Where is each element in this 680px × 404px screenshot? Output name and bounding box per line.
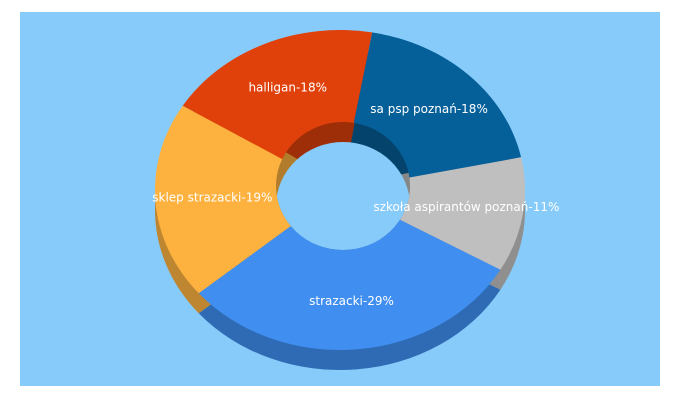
slice-label: strazacki-29% — [309, 294, 394, 308]
hole — [276, 142, 410, 250]
slice — [198, 190, 501, 350]
slice-label: halligan-18% — [248, 80, 327, 94]
slice-label: szkoła aspirantów poznań-11% — [373, 200, 559, 214]
slice — [155, 105, 340, 294]
slice-label: sklep strazacki-19% — [152, 191, 272, 205]
slice-label: sa psp poznań-18% — [370, 102, 488, 116]
